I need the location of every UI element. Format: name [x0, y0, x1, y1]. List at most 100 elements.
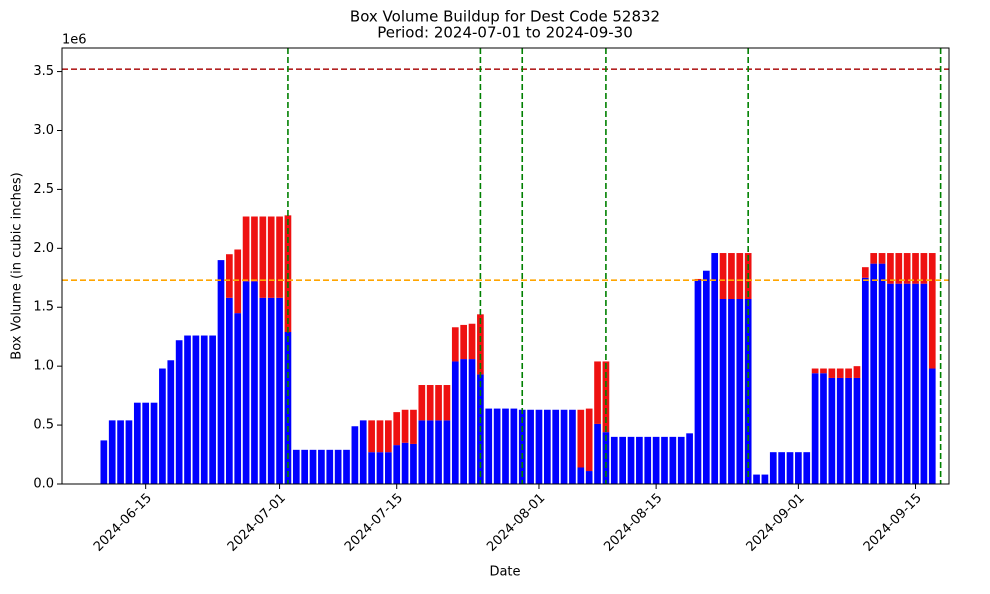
x-tick-label: 2024-08-01 — [484, 491, 548, 555]
bar — [795, 452, 802, 484]
bar — [769, 452, 777, 484]
y-tick-label: 0.5 — [33, 418, 54, 433]
bar — [200, 335, 208, 484]
bar — [585, 408, 593, 472]
bar — [443, 420, 451, 484]
bar — [368, 452, 375, 484]
bar — [292, 449, 300, 484]
bar — [820, 368, 827, 374]
bar — [242, 281, 250, 484]
bar — [853, 377, 861, 484]
bar — [661, 436, 668, 484]
bar — [359, 420, 367, 484]
bar — [468, 323, 476, 360]
bar — [577, 409, 585, 468]
bar — [535, 409, 543, 484]
bar — [669, 436, 677, 484]
bar — [451, 361, 459, 484]
bar — [920, 253, 928, 284]
y-tick-label: 3.5 — [33, 64, 54, 79]
bar — [133, 402, 141, 484]
bar — [594, 423, 601, 484]
bar — [485, 408, 493, 484]
bar — [920, 283, 928, 484]
y-tick-label: 1.5 — [33, 300, 54, 315]
y-offset-label: 1e6 — [62, 33, 87, 48]
bar — [451, 327, 459, 362]
bar — [627, 436, 635, 484]
bar — [493, 408, 501, 484]
bar — [510, 408, 518, 484]
bar — [677, 436, 685, 484]
chart-subtitle: Period: 2024-07-01 to 2024-09-30 — [377, 24, 633, 42]
x-tick-label: 2024-07-01 — [225, 491, 289, 555]
y-tick-label: 3.0 — [33, 123, 54, 138]
bar — [192, 335, 200, 484]
bar — [636, 436, 643, 484]
x-axis-label: Date — [489, 565, 520, 580]
bar — [560, 409, 568, 484]
bar — [385, 452, 392, 484]
bar — [435, 420, 442, 484]
bar — [761, 474, 769, 484]
bar — [619, 436, 626, 484]
bar — [870, 253, 878, 264]
bar — [401, 409, 409, 443]
bar — [644, 436, 652, 484]
bar — [226, 254, 233, 298]
bar — [811, 373, 819, 484]
bar — [376, 452, 384, 484]
bar — [711, 253, 719, 484]
bar — [309, 449, 317, 484]
x-tick-label: 2024-07-15 — [342, 491, 406, 555]
bar — [895, 253, 903, 284]
bar — [803, 452, 811, 484]
bar — [887, 283, 894, 484]
bar — [895, 283, 903, 484]
bar — [912, 283, 919, 484]
bar — [728, 298, 735, 484]
bar — [267, 297, 275, 484]
bar — [552, 409, 560, 484]
bar — [820, 373, 827, 484]
bar — [301, 449, 309, 484]
bar — [251, 216, 258, 282]
bar — [928, 368, 936, 484]
bar — [418, 385, 426, 421]
bar — [376, 420, 384, 453]
bar — [585, 471, 593, 484]
bar — [234, 313, 242, 484]
bar — [368, 420, 375, 453]
bar — [410, 443, 417, 484]
bar — [903, 253, 911, 284]
bar — [845, 368, 852, 378]
bar — [861, 277, 869, 484]
bar — [694, 280, 702, 484]
bar — [443, 385, 451, 421]
bar — [719, 253, 727, 299]
x-tick-label: 2024-06-15 — [91, 491, 155, 555]
bar — [276, 297, 283, 484]
bar — [702, 270, 710, 484]
bar — [569, 409, 576, 484]
bar — [836, 368, 844, 378]
bar — [878, 263, 886, 484]
bar — [477, 314, 484, 375]
bar — [928, 253, 936, 369]
bar — [828, 377, 836, 484]
x-tick-label: 2024-08-15 — [601, 491, 665, 555]
plot-frame — [61, 47, 950, 485]
bar — [828, 368, 836, 378]
bar — [100, 440, 108, 484]
bar — [811, 368, 819, 374]
y-axis-label: Box Volume (in cubic inches) — [10, 172, 25, 359]
bar — [267, 216, 275, 298]
bar — [217, 260, 225, 484]
bar — [326, 449, 334, 484]
bar — [150, 402, 158, 484]
bar — [870, 263, 878, 484]
bar — [460, 324, 468, 360]
bar — [435, 385, 442, 421]
x-tick-label: 2024-09-01 — [744, 491, 808, 555]
bar — [728, 253, 735, 299]
